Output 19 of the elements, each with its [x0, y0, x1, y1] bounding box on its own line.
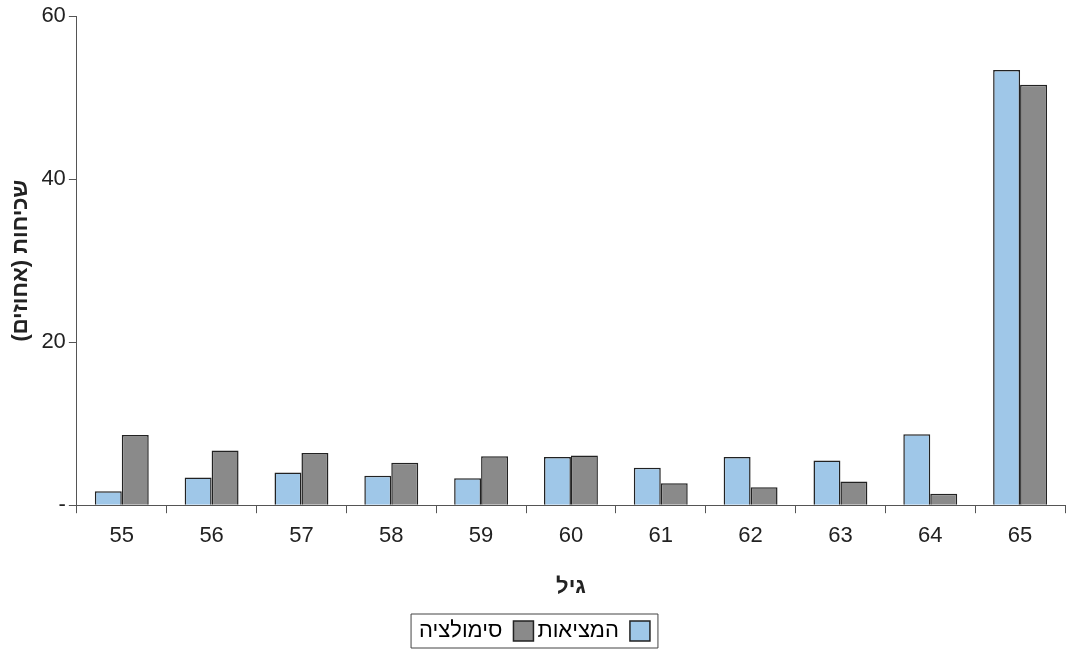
x-tick-label: 65 [1007, 522, 1033, 548]
y-axis-title: שכיחות (אחוזים) [7, 179, 33, 342]
x-tick-label: 57 [289, 522, 314, 548]
legend-label: סימולציה [419, 617, 503, 643]
x-tick-label: 60 [558, 522, 584, 548]
x-tick-label: 64 [918, 522, 943, 548]
x-tick-label: 59 [468, 522, 494, 548]
x-tick-label: 56 [199, 522, 224, 548]
x-axis-title: גיל [556, 572, 586, 598]
y-tick-label: 60 [41, 2, 66, 28]
x-tick-label: 55 [109, 522, 135, 548]
x-tick-label: 62 [738, 522, 763, 548]
y-tick-label: 40 [41, 165, 66, 191]
x-tick-label: 63 [828, 522, 853, 548]
y-tick-label: - [58, 491, 66, 517]
x-tick-label: 58 [379, 522, 404, 548]
x-tick-label: 61 [648, 522, 674, 548]
y-tick-label: 20 [41, 328, 66, 354]
legend-label: המציאות [537, 617, 619, 643]
